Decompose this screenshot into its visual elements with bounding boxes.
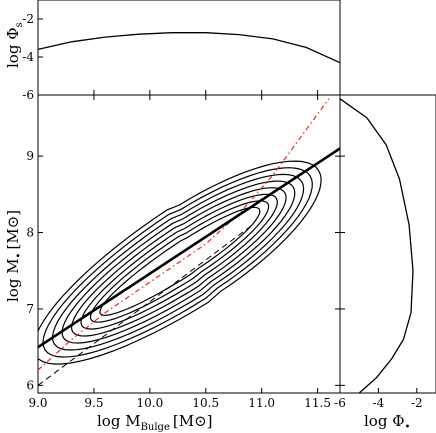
main-ytick-label-2: 8 bbox=[26, 226, 34, 240]
right-marginal-curve-0 bbox=[339, 98, 414, 394]
main-xtick-label-4: 11.0 bbox=[248, 396, 275, 410]
top-ytick-label-1: -4 bbox=[22, 50, 34, 64]
top-marginal-series bbox=[37, 32, 341, 64]
main-ytick-label-3: 9 bbox=[26, 149, 34, 163]
contour-set bbox=[38, 160, 322, 365]
main-xtick-label-1: 9.5 bbox=[84, 396, 103, 410]
contour-0 bbox=[99, 206, 261, 316]
tick-labels: 9.0 9.5 10.0 10.5 11.0 11.5 6 7 8 9 -2 -4 -6 -6 -4 -2 bbox=[22, 12, 422, 410]
right-xtick-label-1: -4 bbox=[373, 396, 385, 410]
dashed-relation-line bbox=[38, 225, 251, 386]
right-xlabel: log Φ• bbox=[364, 412, 410, 433]
main-ylabel: log M•[M⊙] bbox=[4, 210, 25, 302]
contour-5 bbox=[51, 173, 305, 351]
right-marginal-series bbox=[339, 98, 414, 394]
main-xtick-label-5: 11.5 bbox=[304, 396, 331, 410]
main-xlabel: log MBulge [M⊙] bbox=[97, 412, 213, 433]
contour-1 bbox=[89, 200, 270, 323]
top-panel-frame bbox=[37, 0, 341, 96]
main-ytick-label-0: 6 bbox=[26, 378, 34, 392]
right-xtick-label-2: -2 bbox=[411, 396, 423, 410]
contour-4 bbox=[61, 180, 296, 344]
contour-7 bbox=[38, 160, 322, 365]
contour-3 bbox=[70, 187, 287, 337]
top-ytick-label-0: -2 bbox=[22, 12, 34, 26]
contour-6 bbox=[42, 167, 313, 358]
main-xtick-label-0: 9.0 bbox=[28, 396, 47, 410]
best-fit-line bbox=[38, 147, 340, 349]
red-dash-dot-line bbox=[38, 98, 330, 371]
main-xtick-label-3: 10.5 bbox=[192, 396, 219, 410]
top-ytick-label-2: -6 bbox=[22, 88, 34, 102]
right-xtick-label-0: -6 bbox=[334, 396, 346, 410]
contour-2 bbox=[80, 193, 278, 330]
main-xtick-label-2: 10.0 bbox=[136, 396, 163, 410]
main-lines bbox=[38, 98, 340, 386]
right-panel-frame bbox=[339, 94, 436, 394]
top-ylabel: log Φs bbox=[4, 22, 25, 68]
axis-ticks bbox=[37, 18, 418, 393]
main-ytick-label-1: 7 bbox=[26, 302, 34, 316]
top-marginal-curve-0 bbox=[37, 32, 341, 64]
